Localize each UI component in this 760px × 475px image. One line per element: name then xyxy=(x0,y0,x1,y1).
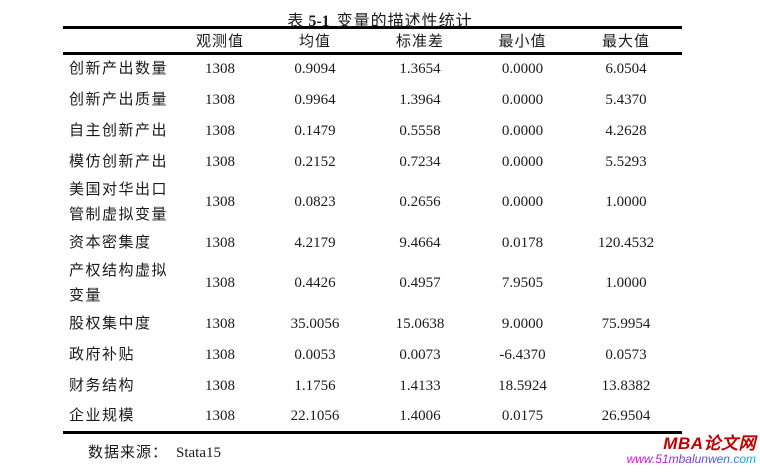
table-row: 美国对华出口管制虚拟变量 1308 0.0823 0.2656 0.0000 1… xyxy=(63,178,682,228)
cell-mean: 0.2152 xyxy=(294,153,336,170)
cell-sd: 0.4957 xyxy=(399,275,441,291)
cell-min: 0.0000 xyxy=(501,91,544,108)
table-title-number: 5-1 xyxy=(308,13,330,30)
cell-min: 18.5924 xyxy=(498,377,547,394)
cell-mean: 35.0056 xyxy=(290,315,340,332)
cell-min: 0.0175 xyxy=(501,407,544,424)
cell-max: 4.2628 xyxy=(605,122,647,139)
cell-max: 26.9504 xyxy=(601,407,651,424)
cell-sd: 1.4006 xyxy=(399,407,441,424)
table-row: 财务结构 1308 1.1756 1.4133 18.5924 13.8382 xyxy=(63,371,682,402)
descriptive-stats-table: 观测值 均值 标准差 最小值 最大值 创新产出数量 1308 0.9094 1.… xyxy=(63,26,682,434)
cell-mean: 0.0053 xyxy=(294,346,336,363)
row-label: 模仿创新产出 xyxy=(69,153,169,170)
cell-min: 7.9505 xyxy=(501,275,544,291)
cell-sd: 1.3654 xyxy=(399,61,441,78)
table-row: 资本密集度 1308 4.2179 9.4664 0.0178 120.4532 xyxy=(63,228,682,259)
cell-obs: 1308 xyxy=(205,407,235,424)
col-header-obs: 观测值 xyxy=(195,34,244,50)
cell-sd: 0.5558 xyxy=(399,122,441,139)
cell-min: 0.0178 xyxy=(501,234,544,251)
col-header-min: 最小值 xyxy=(498,34,547,50)
table-title-text: 变量的描述性统计 xyxy=(336,13,473,30)
site-watermark: MBA论文网 www.51mbalunwen.com xyxy=(627,435,756,465)
cell-min: 0.0000 xyxy=(501,61,544,78)
watermark-site-url: www.51mbalunwen.com xyxy=(626,451,756,466)
cell-max: 75.9954 xyxy=(601,315,651,332)
table-title: 表 5-1 变量的描述性统计 xyxy=(0,0,760,30)
cell-mean: 0.1479 xyxy=(294,122,336,139)
cell-obs: 1308 xyxy=(205,346,235,363)
cell-sd: 1.4133 xyxy=(399,377,441,394)
cell-min: 0.0000 xyxy=(501,153,544,170)
table-row: 自主创新产出 1308 0.1479 0.5558 0.0000 4.2628 xyxy=(63,116,682,147)
cell-obs: 1308 xyxy=(205,234,235,251)
table-row: 企业规模 1308 22.1056 1.4006 0.0175 26.9504 xyxy=(63,402,682,433)
cell-min: 0.0000 xyxy=(501,194,544,210)
data-source-value: Stata15 xyxy=(176,445,222,461)
table-row: 创新产出数量 1308 0.9094 1.3654 0.0000 6.0504 xyxy=(63,54,682,85)
cell-mean: 0.0823 xyxy=(294,194,336,210)
cell-min: 0.0000 xyxy=(501,122,544,139)
header-row: 观测值 均值 标准差 最小值 最大值 xyxy=(63,28,682,54)
row-label: 政府补贴 xyxy=(69,346,136,363)
cell-sd: 0.7234 xyxy=(399,153,441,170)
table-row: 创新产出质量 1308 0.9964 1.3964 0.0000 5.4370 xyxy=(63,85,682,116)
row-label: 股权集中度 xyxy=(69,315,152,332)
table-row: 政府补贴 1308 0.0053 0.0073 -6.4370 0.0573 xyxy=(63,340,682,371)
col-header-sd: 标准差 xyxy=(395,34,444,50)
row-label: 资本密集度 xyxy=(69,234,152,251)
row-label: 产权结构虚拟变量 xyxy=(69,262,169,304)
row-label: 创新产出数量 xyxy=(69,61,169,78)
cell-sd: 15.0638 xyxy=(395,315,445,332)
cell-mean: 22.1056 xyxy=(290,407,340,424)
row-label: 美国对华出口管制虚拟变量 xyxy=(69,181,169,223)
data-source-note: 数据来源： Stata15 xyxy=(88,441,221,462)
cell-max: 120.4532 xyxy=(597,234,655,251)
cell-mean: 4.2179 xyxy=(294,234,336,251)
cell-min: -6.4370 xyxy=(499,346,546,363)
cell-max: 6.0504 xyxy=(605,61,647,78)
table-row: 股权集中度 1308 35.0056 15.0638 9.0000 75.995… xyxy=(63,309,682,340)
cell-obs: 1308 xyxy=(205,122,235,139)
row-label: 财务结构 xyxy=(69,377,136,394)
cell-max: 0.0573 xyxy=(605,346,647,363)
table-row: 模仿创新产出 1308 0.2152 0.7234 0.0000 5.5293 xyxy=(63,147,682,178)
cell-obs: 1308 xyxy=(205,194,235,210)
col-header-variable xyxy=(63,28,175,54)
cell-max: 1.0000 xyxy=(605,275,647,291)
cell-mean: 0.4426 xyxy=(294,275,336,291)
cell-max: 5.5293 xyxy=(605,153,647,170)
cell-max: 1.0000 xyxy=(605,194,647,210)
watermark-site-name: MBA论文网 xyxy=(663,434,756,453)
cell-mean: 0.9964 xyxy=(294,91,336,108)
cell-mean: 1.1756 xyxy=(294,377,336,394)
cell-max: 5.4370 xyxy=(605,91,647,108)
cell-obs: 1308 xyxy=(205,153,235,170)
col-header-mean: 均值 xyxy=(298,34,331,50)
col-header-max: 最大值 xyxy=(601,34,650,50)
cell-max: 13.8382 xyxy=(601,377,651,394)
cell-sd: 9.4664 xyxy=(399,234,441,251)
cell-obs: 1308 xyxy=(205,275,235,291)
cell-min: 9.0000 xyxy=(501,315,544,332)
row-label: 企业规模 xyxy=(69,407,136,424)
data-source-label: 数据来源： xyxy=(88,445,169,461)
table-row: 产权结构虚拟变量 1308 0.4426 0.4957 7.9505 1.000… xyxy=(63,259,682,309)
cell-obs: 1308 xyxy=(205,61,235,78)
row-label: 自主创新产出 xyxy=(69,122,169,139)
cell-sd: 0.2656 xyxy=(399,194,441,210)
cell-sd: 0.0073 xyxy=(399,346,441,363)
cell-obs: 1308 xyxy=(205,91,235,108)
table-footer: 数据来源： Stata15 MBA论文网 www.51mbalunwen.com xyxy=(0,434,760,466)
cell-obs: 1308 xyxy=(205,315,235,332)
cell-mean: 0.9094 xyxy=(294,61,336,78)
row-label: 创新产出质量 xyxy=(69,91,169,108)
table-title-label: 表 xyxy=(287,13,305,30)
cell-obs: 1308 xyxy=(205,377,235,394)
cell-sd: 1.3964 xyxy=(399,91,441,108)
